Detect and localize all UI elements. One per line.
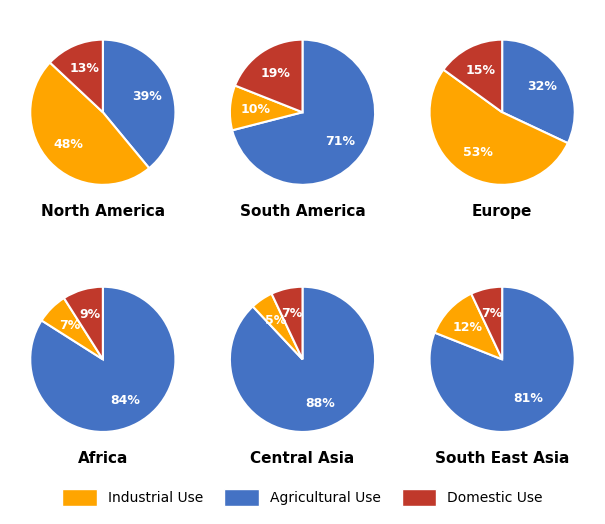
Title: Central Asia: Central Asia	[250, 451, 355, 466]
Text: 81%: 81%	[514, 392, 544, 405]
Title: Africa: Africa	[77, 451, 128, 466]
Text: 7%: 7%	[59, 320, 80, 333]
Wedge shape	[232, 40, 375, 185]
Wedge shape	[434, 293, 502, 359]
Text: 39%: 39%	[132, 90, 162, 103]
Text: 5%: 5%	[266, 314, 287, 327]
Wedge shape	[235, 40, 302, 112]
Text: 88%: 88%	[305, 397, 335, 410]
Wedge shape	[502, 40, 575, 143]
Wedge shape	[430, 70, 568, 185]
Text: 53%: 53%	[463, 146, 493, 159]
Wedge shape	[42, 298, 103, 359]
Wedge shape	[253, 293, 302, 359]
Wedge shape	[50, 40, 103, 112]
Text: 9%: 9%	[79, 308, 100, 321]
Wedge shape	[103, 40, 175, 168]
Wedge shape	[272, 287, 302, 359]
Wedge shape	[471, 287, 502, 359]
Wedge shape	[30, 62, 149, 185]
Text: 10%: 10%	[240, 103, 270, 116]
Text: 32%: 32%	[527, 81, 557, 93]
Wedge shape	[230, 85, 302, 130]
Title: South East Asia: South East Asia	[435, 451, 569, 466]
Text: 7%: 7%	[481, 307, 503, 320]
Text: 12%: 12%	[453, 321, 483, 334]
Wedge shape	[443, 40, 502, 112]
Legend: Industrial Use, Agricultural Use, Domestic Use: Industrial Use, Agricultural Use, Domest…	[56, 484, 549, 512]
Wedge shape	[230, 287, 375, 432]
Title: North America: North America	[41, 204, 165, 219]
Title: Europe: Europe	[472, 204, 532, 219]
Text: 13%: 13%	[69, 62, 99, 75]
Title: South America: South America	[240, 204, 365, 219]
Text: 71%: 71%	[325, 135, 355, 148]
Text: 19%: 19%	[261, 67, 291, 80]
Wedge shape	[430, 287, 575, 432]
Text: 7%: 7%	[281, 307, 303, 320]
Text: 84%: 84%	[111, 394, 140, 407]
Text: 48%: 48%	[53, 138, 83, 151]
Wedge shape	[30, 287, 175, 432]
Wedge shape	[64, 287, 103, 359]
Text: 15%: 15%	[466, 64, 495, 77]
